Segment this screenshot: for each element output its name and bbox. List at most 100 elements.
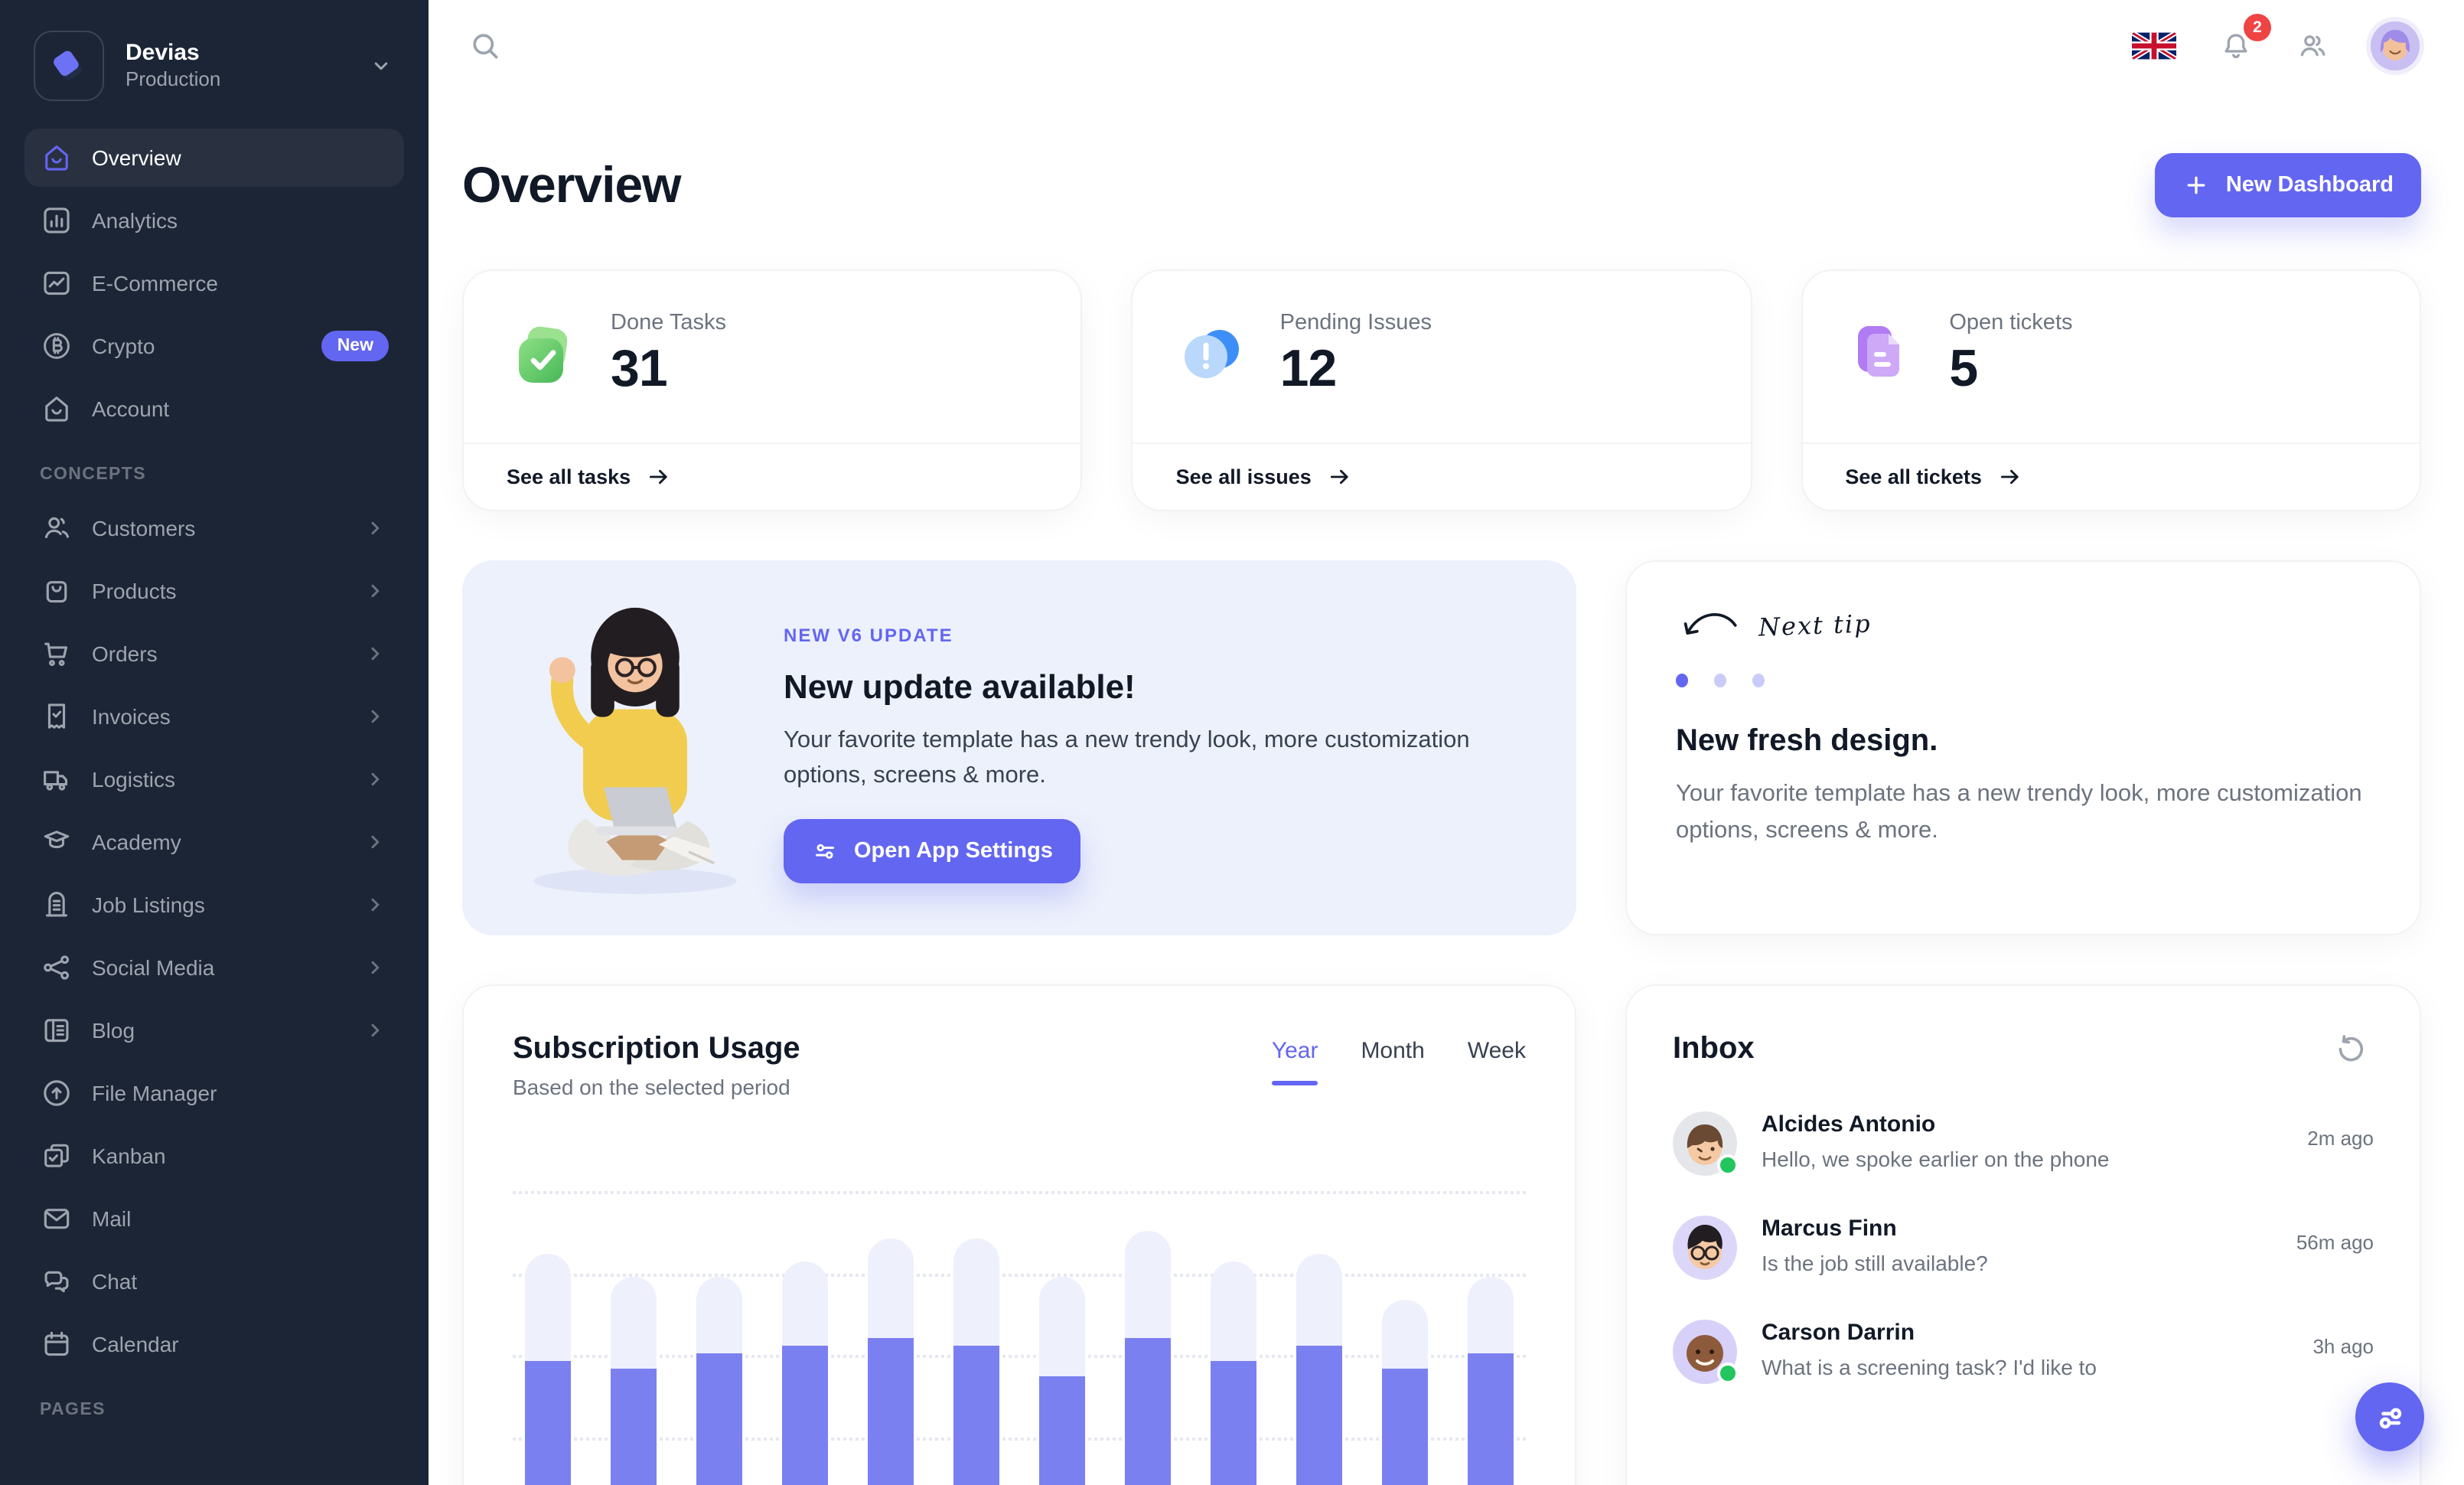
stat-label: Done Tasks: [611, 311, 726, 335]
bar-chart-icon: [40, 204, 73, 237]
bar: [1468, 1277, 1514, 1485]
stat-card-open-tickets: Open tickets 5 See all tickets: [1801, 269, 2421, 511]
notifications-button[interactable]: 2: [2213, 14, 2271, 69]
see-all-tickets-link[interactable]: See all tickets: [1802, 442, 2420, 510]
notification-count-badge: 2: [2244, 14, 2271, 41]
sidebar-item-mail[interactable]: Mail: [24, 1190, 404, 1248]
app-settings-fab[interactable]: [2355, 1382, 2424, 1451]
sidebar-item-blog[interactable]: Blog: [24, 1001, 404, 1059]
inbox-message-row[interactable]: Marcus Finn Is the job still available? …: [1673, 1216, 2374, 1280]
see-all-tasks-link[interactable]: See all tasks: [464, 442, 1081, 510]
sidebar-item-kanban[interactable]: Kanban: [24, 1127, 404, 1185]
new-dashboard-label: New Dashboard: [2225, 173, 2394, 197]
bar-fill: [782, 1346, 828, 1485]
sidebar-item-overview[interactable]: Overview: [24, 129, 404, 187]
sidebar-item-label: Chat: [92, 1269, 138, 1294]
bar: [1211, 1261, 1256, 1485]
account-menu-button[interactable]: [2366, 17, 2424, 75]
home-icon: [40, 141, 73, 175]
stat-value: 31: [611, 340, 668, 398]
bar: [868, 1239, 914, 1485]
sidebar-item-job-listings[interactable]: Job Listings: [24, 876, 404, 934]
tip-label: Next tip: [1758, 609, 1872, 642]
sidebar-item-label: Kanban: [92, 1144, 166, 1168]
language-button[interactable]: [2126, 26, 2182, 66]
update-eyebrow: NEW V6 UPDATE: [784, 625, 953, 646]
bar-fill: [868, 1338, 914, 1485]
v6-update-banner: NEW V6 UPDATE New update available! Your…: [462, 560, 1576, 935]
plus-icon: [2183, 171, 2211, 199]
bitcoin-icon: [40, 329, 73, 363]
message-time: 2m ago: [2307, 1127, 2374, 1150]
tab-week[interactable]: Week: [1468, 1038, 1526, 1085]
sidebar-item-account[interactable]: Account: [24, 380, 404, 438]
workspace-switcher[interactable]: Devias Production: [24, 0, 404, 129]
tab-indicator: [1468, 1081, 1526, 1085]
message-preview: Is the job still available?: [1762, 1251, 1988, 1275]
brand-environment: Production: [125, 67, 221, 91]
sidebar-item-label: File Manager: [92, 1081, 217, 1105]
stat-value: 5: [1949, 340, 1978, 398]
sidebar-item-calendar[interactable]: Calendar: [24, 1315, 404, 1373]
sidebar-item-ecommerce[interactable]: E-Commerce: [24, 254, 404, 312]
person-illustration: [533, 607, 737, 894]
sidebar-nav: Overview Analytics E-Commerce Crypto New…: [24, 129, 404, 1419]
see-all-issues-link[interactable]: See all issues: [1133, 442, 1751, 510]
sidebar-item-crypto[interactable]: Crypto New: [24, 317, 404, 375]
sidebar-item-analytics[interactable]: Analytics: [24, 191, 404, 250]
sidebar-item-label: Social Media: [92, 955, 215, 980]
topbar: 2: [429, 0, 2464, 92]
sidebar-item-chat[interactable]: Chat: [24, 1252, 404, 1310]
user-avatar: [2371, 21, 2420, 70]
newspaper-icon: [40, 1013, 73, 1047]
bar: [525, 1254, 571, 1485]
arrow-right-icon: [1997, 464, 2023, 490]
bar: [696, 1277, 742, 1485]
tab-year[interactable]: Year: [1271, 1038, 1318, 1085]
graduation-cap-icon: [40, 825, 73, 859]
chevron-right-icon: [361, 1017, 389, 1044]
sidebar-item-file-manager[interactable]: File Manager: [24, 1064, 404, 1122]
open-app-settings-button[interactable]: Open App Settings: [784, 818, 1080, 883]
sidebar-item-academy[interactable]: Academy: [24, 813, 404, 871]
bar: [782, 1261, 828, 1485]
sidebar-item-label: Mail: [92, 1206, 132, 1231]
sidebar-item-label: Logistics: [92, 767, 175, 791]
section-label-concepts: CONCEPTS: [40, 465, 146, 484]
kanban-board-icon: [40, 1139, 73, 1173]
bar: [1382, 1300, 1428, 1485]
inbox-message-row[interactable]: Alcides Antonio Hello, we spoke earlier …: [1673, 1111, 2374, 1176]
new-badge: New: [321, 331, 389, 361]
see-all-label: See all tickets: [1845, 465, 1982, 488]
sidebar-item-orders[interactable]: Orders: [24, 625, 404, 683]
contacts-button[interactable]: [2290, 23, 2335, 69]
tab-month[interactable]: Month: [1361, 1038, 1424, 1085]
new-dashboard-button[interactable]: New Dashboard: [2155, 153, 2421, 217]
inbox-refresh-button[interactable]: [2328, 1026, 2374, 1072]
search-button[interactable]: [462, 23, 508, 69]
tip-body: Your favorite template has a new trendy …: [1676, 781, 2362, 844]
usage-period-tabs: Year Month Week: [1271, 1032, 1526, 1085]
message-time: 56m ago: [2296, 1231, 2374, 1254]
users-icon: [40, 511, 73, 545]
tip-pagination-dots[interactable]: [1676, 674, 2371, 687]
tab-label: Month: [1361, 1038, 1425, 1064]
sidebar-item-customers[interactable]: Customers: [24, 499, 404, 557]
stats-row: Done Tasks 31 See all tasks: [462, 269, 2421, 511]
arrow-right-icon: [646, 464, 672, 490]
inbox-card: Inbox: [1625, 984, 2421, 1485]
sidebar-item-products[interactable]: Products: [24, 562, 404, 620]
bar-fill: [1125, 1338, 1171, 1485]
done-tasks-icon: [519, 326, 568, 383]
bar-fill: [1382, 1369, 1428, 1485]
tab-indicator: [1361, 1081, 1424, 1085]
sidebar-item-social-media[interactable]: Social Media: [24, 938, 404, 997]
people-icon: [2296, 29, 2329, 63]
inbox-message-row[interactable]: Carson Darrin What is a screening task? …: [1673, 1320, 2374, 1384]
sidebar-item-label: Job Listings: [92, 893, 205, 917]
sidebar-item-logistics[interactable]: Logistics: [24, 750, 404, 808]
chevron-right-icon: [361, 514, 389, 542]
see-all-label: See all issues: [1175, 465, 1312, 488]
sidebar-item-invoices[interactable]: Invoices: [24, 687, 404, 746]
bar: [1039, 1277, 1085, 1485]
